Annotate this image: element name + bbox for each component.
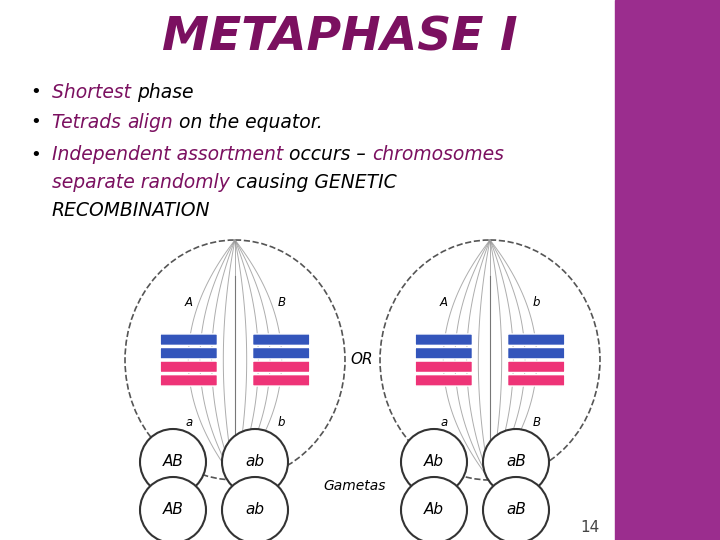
- FancyBboxPatch shape: [253, 375, 310, 386]
- Text: b: b: [277, 416, 285, 429]
- Ellipse shape: [380, 240, 600, 480]
- FancyBboxPatch shape: [160, 361, 217, 373]
- Text: separate randomly: separate randomly: [52, 173, 236, 192]
- FancyBboxPatch shape: [415, 348, 472, 359]
- FancyBboxPatch shape: [160, 375, 217, 386]
- Text: AB: AB: [163, 503, 184, 517]
- FancyBboxPatch shape: [160, 334, 217, 346]
- Text: ab: ab: [246, 455, 264, 469]
- Text: a: a: [185, 416, 192, 429]
- Circle shape: [222, 477, 288, 540]
- Text: Ab: Ab: [424, 503, 444, 517]
- Text: causing GENETIC: causing GENETIC: [236, 173, 397, 192]
- Text: Ab: Ab: [424, 455, 444, 469]
- FancyBboxPatch shape: [508, 348, 564, 359]
- Circle shape: [401, 477, 467, 540]
- Text: Gametas: Gametas: [324, 479, 386, 493]
- FancyBboxPatch shape: [253, 348, 310, 359]
- Circle shape: [401, 429, 467, 495]
- Text: METAPHASE I: METAPHASE I: [162, 16, 518, 60]
- Text: •: •: [30, 83, 41, 101]
- Text: OR: OR: [351, 353, 373, 368]
- Text: aB: aB: [506, 455, 526, 469]
- Text: AB: AB: [163, 455, 184, 469]
- Bar: [615, 0, 720, 540]
- FancyBboxPatch shape: [508, 334, 564, 346]
- FancyBboxPatch shape: [253, 361, 310, 373]
- FancyBboxPatch shape: [415, 375, 472, 386]
- Text: aB: aB: [506, 503, 526, 517]
- Text: chromosomes: chromosomes: [372, 145, 504, 165]
- FancyBboxPatch shape: [415, 334, 472, 346]
- FancyBboxPatch shape: [508, 375, 564, 386]
- Circle shape: [222, 429, 288, 495]
- Text: •: •: [30, 146, 41, 164]
- Text: Tetrads: Tetrads: [52, 112, 127, 132]
- FancyBboxPatch shape: [508, 361, 564, 373]
- Circle shape: [140, 429, 206, 495]
- Circle shape: [140, 477, 206, 540]
- Text: Independent assortment: Independent assortment: [52, 145, 289, 165]
- Circle shape: [483, 477, 549, 540]
- Text: B: B: [532, 416, 540, 429]
- Text: 14: 14: [580, 521, 600, 536]
- Ellipse shape: [125, 240, 345, 480]
- Text: b: b: [533, 296, 540, 309]
- Text: Shortest: Shortest: [52, 83, 137, 102]
- Text: phase: phase: [137, 83, 194, 102]
- FancyBboxPatch shape: [415, 361, 472, 373]
- Text: RECOMBINATION: RECOMBINATION: [52, 201, 210, 220]
- Text: a: a: [440, 416, 447, 429]
- FancyBboxPatch shape: [160, 348, 217, 359]
- Circle shape: [483, 429, 549, 495]
- Text: occurs –: occurs –: [289, 145, 372, 165]
- Text: ab: ab: [246, 503, 264, 517]
- Text: on the equator.: on the equator.: [173, 112, 323, 132]
- Text: align: align: [127, 112, 173, 132]
- Text: B: B: [277, 296, 285, 309]
- Text: A: A: [440, 296, 448, 309]
- FancyBboxPatch shape: [253, 334, 310, 346]
- Text: A: A: [185, 296, 193, 309]
- Text: •: •: [30, 113, 41, 131]
